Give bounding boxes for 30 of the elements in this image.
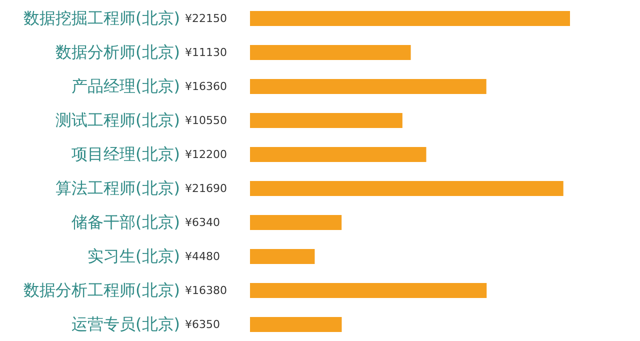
data-label: ¥16360 xyxy=(185,80,227,93)
y-tick-label: 数据挖掘工程师(北京) xyxy=(24,8,180,28)
data-label: ¥21690 xyxy=(185,182,227,195)
bar xyxy=(250,113,402,128)
bar xyxy=(250,181,564,196)
y-tick-label: 数据分析师(北京) xyxy=(56,42,180,62)
y-tick-label: 储备干部(北京) xyxy=(72,212,180,232)
y-tick-label: 算法工程师(北京) xyxy=(56,178,180,198)
bar xyxy=(250,283,487,298)
bar xyxy=(250,215,342,230)
bar xyxy=(250,317,342,332)
bar xyxy=(250,45,411,60)
bar xyxy=(250,249,315,264)
bar xyxy=(250,79,486,94)
y-tick-label: 实习生(北京) xyxy=(88,246,180,266)
bar xyxy=(250,11,570,26)
bar xyxy=(250,147,426,162)
data-label: ¥6350 xyxy=(185,318,220,331)
y-tick-label: 产品经理(北京) xyxy=(72,76,180,96)
data-label: ¥22150 xyxy=(185,12,227,25)
data-label: ¥4480 xyxy=(185,250,220,263)
data-label: ¥11130 xyxy=(185,46,227,59)
y-tick-label: 运营专员(北京) xyxy=(72,314,180,334)
data-label: ¥10550 xyxy=(185,114,227,127)
data-label: ¥16380 xyxy=(185,284,227,297)
y-tick-label: 项目经理(北京) xyxy=(72,144,180,164)
y-tick-label: 数据分析工程师(北京) xyxy=(24,280,180,300)
data-label: ¥12200 xyxy=(185,148,227,161)
y-tick-label: 测试工程师(北京) xyxy=(56,110,180,130)
data-label: ¥6340 xyxy=(185,216,220,229)
